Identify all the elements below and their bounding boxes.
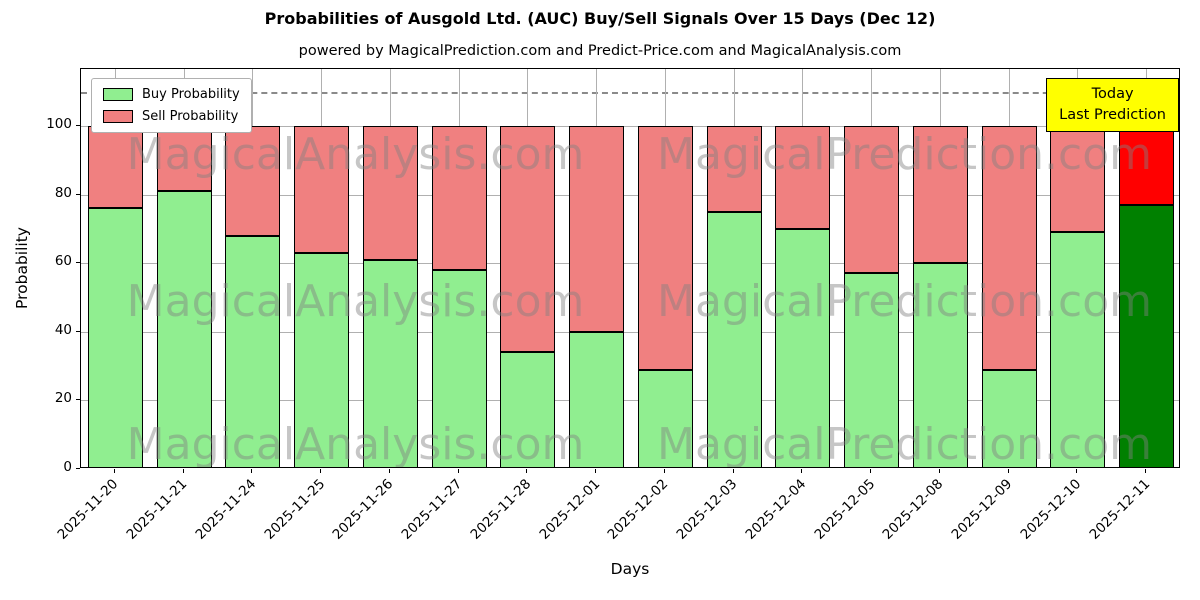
legend-item-sell: Sell Probability xyxy=(103,109,240,124)
y-tick-label: 80 xyxy=(54,184,72,201)
x-tick-mark xyxy=(1076,469,1078,473)
x-tick-label: 2025-12-11 xyxy=(1086,476,1153,543)
dashed-threshold-line xyxy=(81,91,1179,94)
x-tick-label: 2025-12-04 xyxy=(742,476,810,543)
legend-item-buy: Buy Probability xyxy=(103,87,240,102)
today-annotation-line2: Last Prediction xyxy=(1059,107,1166,124)
bar-sell-segment xyxy=(294,125,350,253)
x-tick-mark xyxy=(870,469,872,473)
legend-label-buy: Buy Probability xyxy=(142,87,240,102)
x-tick-mark xyxy=(251,469,253,473)
x-tick-mark xyxy=(457,469,459,473)
bar-sell-segment xyxy=(87,125,143,209)
bar-buy-segment xyxy=(156,191,212,467)
y-gridline xyxy=(81,263,1179,265)
x-tick-label: 2025-12-08 xyxy=(879,476,947,543)
bar-buy-segment xyxy=(362,259,418,467)
chart-title: Probabilities of Ausgold Ltd. (AUC) Buy/… xyxy=(264,9,936,28)
bar-sell-segment xyxy=(362,125,418,260)
legend-swatch-sell xyxy=(103,110,133,123)
bar-sell-segment xyxy=(1050,125,1106,233)
legend: Buy Probability Sell Probability xyxy=(91,78,252,133)
x-tick-label: 2025-12-10 xyxy=(1017,476,1085,543)
x-tick-label: 2025-11-25 xyxy=(261,476,328,543)
bar-buy-segment xyxy=(706,211,762,467)
bar-sell-segment xyxy=(844,125,900,274)
bar-sell-segment xyxy=(1119,125,1175,205)
bar-buy-segment xyxy=(637,369,693,467)
x-tick-label: 2025-12-02 xyxy=(604,476,672,543)
bar-sell-segment xyxy=(569,125,625,332)
x-tick-label: 2025-12-05 xyxy=(811,476,878,543)
bar-sell-segment xyxy=(775,125,831,229)
bar-sell-segment xyxy=(431,125,487,271)
bar-buy-segment xyxy=(225,235,281,467)
y-axis-label: Probability xyxy=(13,227,31,309)
y-gridline xyxy=(81,400,1179,402)
bar-sell-segment xyxy=(637,125,693,370)
y-gridline xyxy=(81,194,1179,196)
bar-buy-segment xyxy=(1119,204,1175,467)
bar-sell-segment xyxy=(706,125,762,212)
x-tick-mark xyxy=(113,469,115,473)
bar-buy-segment xyxy=(87,208,143,467)
legend-label-sell: Sell Probability xyxy=(142,109,239,124)
x-tick-label: 2025-11-21 xyxy=(123,476,191,543)
x-tick-mark xyxy=(732,469,734,473)
x-tick-label: 2025-11-28 xyxy=(467,476,535,543)
x-tick-mark xyxy=(595,469,597,473)
y-gridline xyxy=(81,331,1179,333)
today-annotation: Today Last Prediction xyxy=(1046,78,1179,133)
x-tick-mark xyxy=(1007,469,1009,473)
x-tick-label: 2025-12-09 xyxy=(948,476,1016,543)
bar-sell-segment xyxy=(912,125,968,264)
bar-buy-segment xyxy=(981,369,1037,467)
bar-sell-segment xyxy=(500,125,556,353)
bar-buy-segment xyxy=(912,263,968,467)
x-tick-mark xyxy=(801,469,803,473)
x-tick-label: 2025-11-27 xyxy=(398,476,466,543)
x-tick-label: 2025-12-01 xyxy=(536,476,603,543)
x-tick-mark xyxy=(320,469,322,473)
bar-buy-segment xyxy=(1050,232,1106,467)
bar-buy-segment xyxy=(500,352,556,467)
x-tick-mark xyxy=(526,469,528,473)
y-tick-label: 20 xyxy=(54,390,72,407)
bar-sell-segment xyxy=(981,125,1037,370)
today-annotation-line1: Today xyxy=(1091,86,1134,102)
x-tick-mark xyxy=(663,469,665,473)
bar-buy-segment xyxy=(775,228,831,467)
chart-subtitle: powered by MagicalPrediction.com and Pre… xyxy=(298,43,902,59)
y-tick-label: 100 xyxy=(46,115,72,132)
bar-sell-segment xyxy=(156,125,212,192)
x-tick-label: 2025-12-03 xyxy=(673,476,741,543)
x-tick-label: 2025-11-24 xyxy=(192,476,260,543)
bar-buy-segment xyxy=(294,252,350,467)
x-tick-mark xyxy=(388,469,390,473)
bar-buy-segment xyxy=(844,273,900,467)
bar-buy-segment xyxy=(431,270,487,467)
bar-buy-segment xyxy=(569,331,625,467)
x-tick-mark xyxy=(938,469,940,473)
legend-swatch-buy xyxy=(103,88,133,101)
x-tick-mark xyxy=(1145,469,1147,473)
y-tick-label: 0 xyxy=(63,459,72,475)
x-tick-mark xyxy=(182,469,184,473)
y-gridline xyxy=(81,125,1179,127)
x-tick-label: 2025-11-20 xyxy=(54,476,122,543)
bar-sell-segment xyxy=(225,125,281,236)
x-tick-label: 2025-11-26 xyxy=(329,476,397,543)
x-axis-label: Days xyxy=(610,560,650,578)
y-tick-mark xyxy=(76,468,80,469)
plot-area: Buy Probability Sell Probability Today L… xyxy=(80,68,1180,468)
